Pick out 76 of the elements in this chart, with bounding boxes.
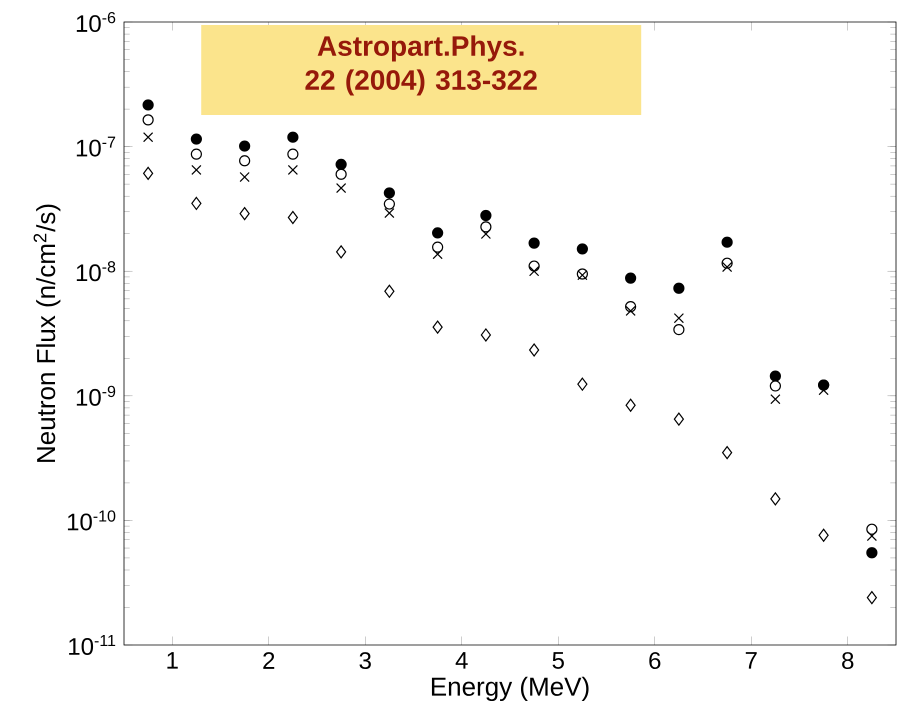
point (673, 324, 684, 336)
point (818, 528, 829, 542)
point (722, 236, 733, 248)
point (866, 591, 877, 604)
point (577, 378, 588, 391)
point (384, 198, 395, 210)
point (480, 328, 491, 342)
point (770, 394, 780, 404)
point (143, 166, 154, 180)
y-tick-label: 10$^{-8}$ (76, 261, 116, 282)
point (674, 412, 684, 426)
point (287, 148, 298, 160)
point (190, 148, 202, 160)
point (528, 260, 540, 272)
x-tick-label: 4 (456, 652, 468, 669)
point (191, 196, 202, 210)
point (190, 133, 202, 145)
point (240, 207, 250, 220)
annotation: Astropart.Phys. 22 (2004) 313-322 (305, 35, 537, 96)
point (287, 132, 298, 143)
point (866, 547, 878, 558)
point (625, 272, 636, 284)
y-tick-label: 10$^{-9}$ (76, 386, 116, 406)
point (674, 313, 684, 324)
point (480, 221, 492, 232)
point (142, 114, 154, 126)
point (336, 168, 347, 180)
point (722, 258, 733, 269)
point (384, 208, 394, 218)
point (529, 343, 540, 357)
point (722, 262, 732, 272)
point (432, 242, 444, 253)
point (336, 245, 346, 258)
point (191, 164, 202, 176)
y-tick-label: 10$^{-10}$ (68, 510, 116, 530)
point (673, 282, 684, 294)
x-tick-label: 6 (649, 652, 660, 670)
point (240, 172, 250, 182)
point (384, 187, 395, 199)
point (528, 238, 540, 249)
y-tick-label: 10$^{-6}$ (76, 12, 116, 32)
point (626, 398, 636, 412)
point (336, 182, 346, 194)
y-tick-label: 10$^{-11}$ (69, 635, 116, 655)
point (432, 249, 443, 260)
x-tick-label: 3 (359, 652, 371, 670)
point (480, 228, 491, 240)
point (866, 524, 878, 535)
point (336, 158, 347, 170)
y-tick-label: 10$^{-7}$ (76, 136, 116, 157)
point (480, 210, 492, 222)
point (432, 227, 444, 238)
x-tick-label: 5 (552, 652, 564, 669)
point (625, 301, 636, 312)
point (770, 380, 781, 392)
point (384, 284, 394, 298)
point (143, 132, 154, 142)
point (529, 266, 540, 276)
point (432, 320, 443, 334)
point (576, 243, 588, 255)
point (722, 446, 732, 460)
point (288, 210, 298, 224)
x-tick-label: 1 (167, 652, 178, 669)
x-tick-label: 2 (263, 652, 274, 669)
x-tick-label: 8 (842, 652, 854, 670)
point (288, 164, 298, 176)
x-tick-label: 7 (746, 652, 757, 669)
point (239, 155, 250, 166)
point (770, 370, 781, 382)
point (626, 306, 636, 316)
point (770, 492, 780, 506)
x-axis-title: Energy (MeV) (432, 676, 589, 702)
point (866, 530, 877, 542)
y-axis-title: Neutron Flux (n/cm$^{2}$/s) (34, 204, 60, 462)
point (239, 140, 250, 152)
point (142, 99, 154, 111)
